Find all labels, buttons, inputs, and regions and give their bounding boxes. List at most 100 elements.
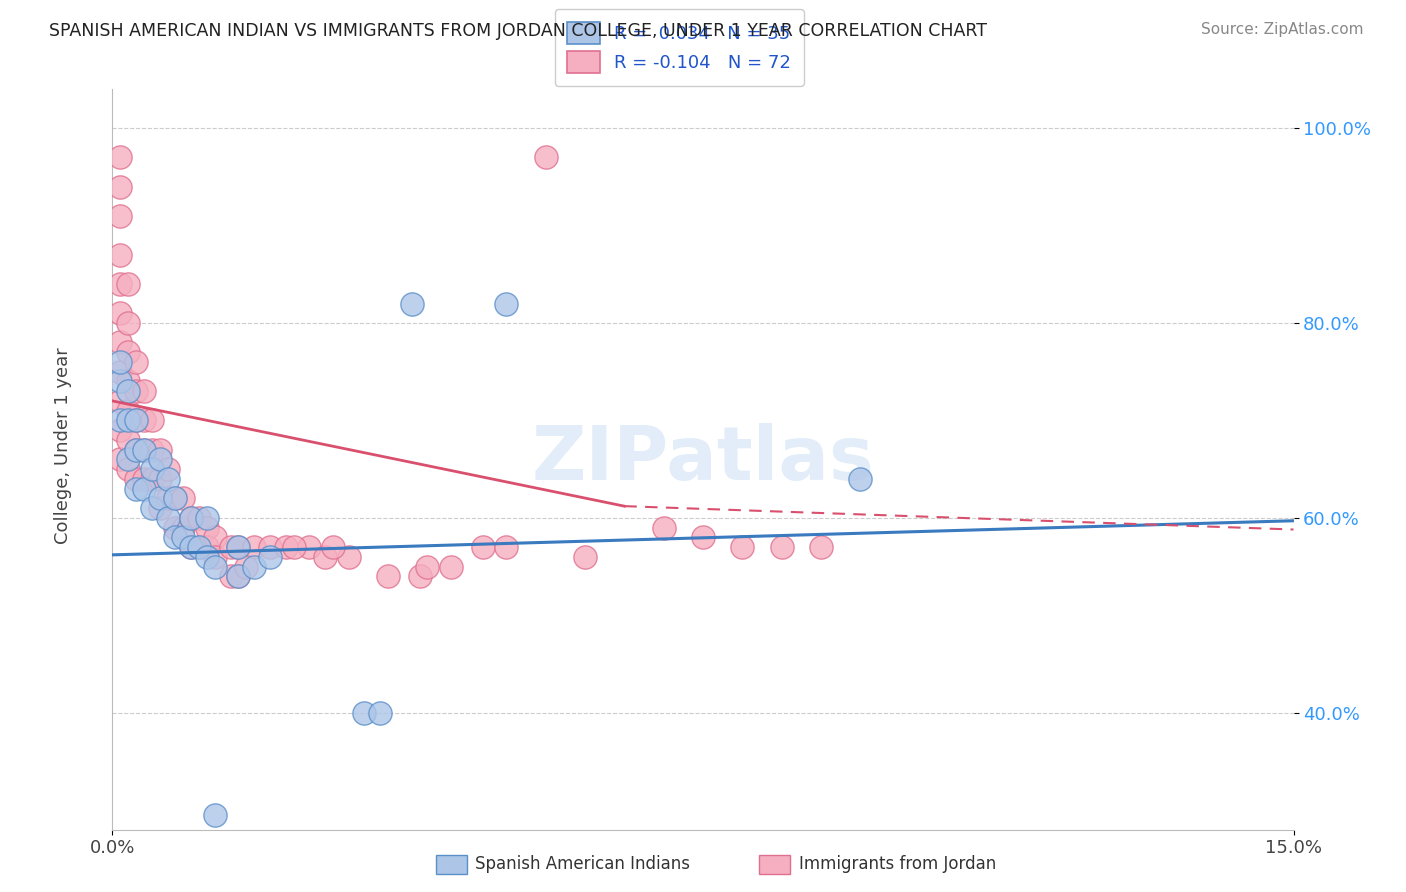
Point [149, 452, 172, 467]
Point [125, 442, 148, 457]
Point [117, 433, 139, 447]
Point [117, 413, 139, 427]
Point [337, 549, 360, 564]
Point [165, 520, 187, 534]
Point [156, 491, 179, 506]
Point [377, 569, 399, 583]
Point [172, 530, 194, 544]
Point [314, 549, 336, 564]
Point [156, 472, 179, 486]
Point [228, 540, 250, 554]
Point [322, 540, 344, 554]
Text: Spanish American Indians: Spanish American Indians [475, 855, 690, 873]
Point [731, 540, 754, 554]
Point [132, 482, 155, 496]
Point [149, 472, 172, 486]
Point [132, 472, 155, 486]
Point [165, 491, 187, 506]
Point [274, 540, 297, 554]
Point [195, 549, 218, 564]
Point [259, 540, 281, 554]
Point [141, 472, 163, 486]
Text: ZIPatlas: ZIPatlas [531, 423, 875, 496]
Point [117, 375, 139, 389]
Point [298, 540, 321, 554]
Point [156, 511, 179, 525]
Point [110, 335, 132, 350]
Text: SPANISH AMERICAN INDIAN VS IMMIGRANTS FROM JORDAN COLLEGE, UNDER 1 YEAR CORRELAT: SPANISH AMERICAN INDIAN VS IMMIGRANTS FR… [49, 22, 987, 40]
Point [110, 277, 132, 291]
Point [110, 365, 132, 379]
Point [132, 442, 155, 457]
Point [243, 559, 266, 574]
Point [110, 413, 132, 427]
Point [235, 559, 257, 574]
Point [180, 511, 202, 525]
Point [110, 393, 132, 408]
Point [188, 540, 211, 554]
Point [770, 540, 793, 554]
Point [219, 569, 242, 583]
Point [188, 540, 211, 554]
Point [180, 540, 202, 554]
Point [440, 559, 463, 574]
Point [495, 540, 517, 554]
Point [149, 491, 172, 506]
Point [243, 540, 266, 554]
Point [141, 413, 163, 427]
Point [132, 442, 155, 457]
Point [117, 316, 139, 330]
Point [408, 569, 430, 583]
Point [188, 511, 211, 525]
Point [117, 345, 139, 359]
Point [401, 296, 423, 310]
Point [110, 306, 132, 320]
Point [117, 403, 139, 417]
Point [110, 179, 132, 194]
Point [141, 462, 163, 476]
Point [125, 384, 148, 399]
Text: Immigrants from Jordan: Immigrants from Jordan [799, 855, 995, 873]
Point [692, 530, 714, 544]
Point [125, 355, 148, 369]
Point [117, 277, 139, 291]
Point [149, 501, 172, 516]
Point [228, 569, 250, 583]
Point [471, 540, 494, 554]
Point [204, 808, 226, 822]
Point [165, 491, 187, 506]
Point [368, 706, 391, 720]
Point [172, 491, 194, 506]
Point [117, 462, 139, 476]
Point [110, 423, 132, 437]
Point [195, 511, 218, 525]
Point [110, 150, 132, 164]
Point [141, 501, 163, 516]
Point [132, 413, 155, 427]
Point [652, 520, 675, 534]
Point [574, 549, 596, 564]
Point [180, 540, 202, 554]
Point [353, 706, 375, 720]
Point [165, 530, 187, 544]
Point [283, 540, 305, 554]
Point [204, 559, 226, 574]
Point [156, 462, 179, 476]
Point [228, 540, 250, 554]
Point [117, 384, 139, 399]
Point [132, 384, 155, 399]
Point [204, 549, 226, 564]
Point [204, 530, 226, 544]
Point [228, 569, 250, 583]
Point [416, 559, 439, 574]
Point [180, 511, 202, 525]
Point [125, 413, 148, 427]
Point [534, 150, 557, 164]
Point [259, 549, 281, 564]
Point [110, 355, 132, 369]
Point [141, 442, 163, 457]
Point [810, 540, 832, 554]
Point [495, 296, 517, 310]
Point [125, 472, 148, 486]
Point [172, 520, 194, 534]
